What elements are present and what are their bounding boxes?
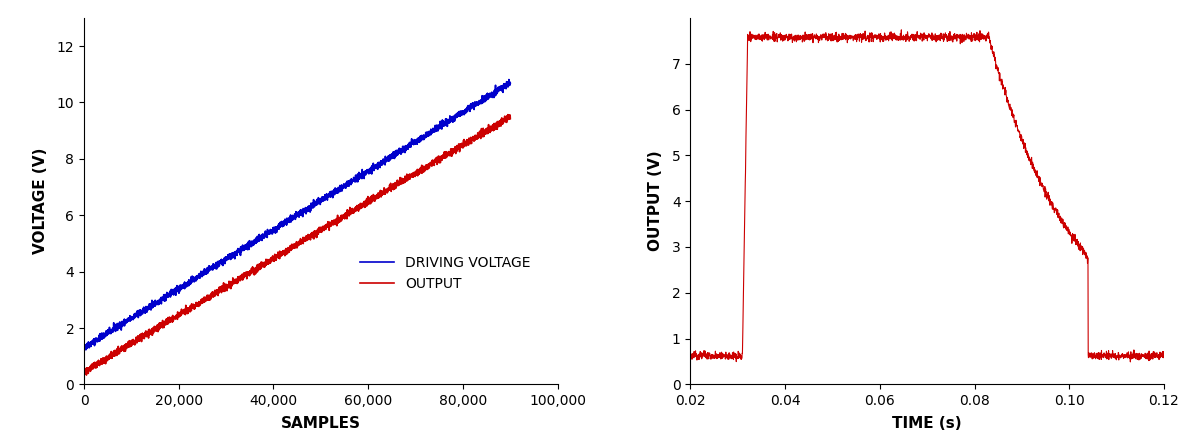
OUTPUT [77, 372, 91, 378]
X-axis label: TIME (s): TIME (s) [893, 417, 962, 431]
DRIVING VOLTAGE [259, 232, 274, 237]
DRIVING VOLTAGE [503, 80, 517, 86]
Y-axis label: OUTPUT (V): OUTPUT (V) [648, 151, 664, 252]
DRIVING VOLTAGE [126, 316, 140, 321]
Line: OUTPUT: OUTPUT [84, 114, 510, 375]
OUTPUT [126, 338, 140, 343]
Y-axis label: VOLTAGE (V): VOLTAGE (V) [34, 148, 48, 254]
OUTPUT [449, 146, 463, 151]
OUTPUT [151, 329, 166, 334]
Legend: DRIVING VOLTAGE, OUTPUT: DRIVING VOLTAGE, OUTPUT [354, 251, 536, 297]
OUTPUT [503, 116, 517, 121]
OUTPUT [240, 269, 254, 274]
DRIVING VOLTAGE [240, 247, 254, 253]
OUTPUT [494, 118, 509, 123]
DRIVING VOLTAGE [449, 113, 463, 118]
DRIVING VOLTAGE [79, 347, 94, 353]
Line: DRIVING VOLTAGE: DRIVING VOLTAGE [84, 80, 510, 350]
OUTPUT [259, 263, 274, 268]
DRIVING VOLTAGE [77, 344, 91, 350]
X-axis label: SAMPLES: SAMPLES [281, 417, 361, 431]
DRIVING VOLTAGE [151, 298, 166, 304]
OUTPUT [79, 372, 94, 378]
OUTPUT [500, 112, 515, 117]
DRIVING VOLTAGE [502, 77, 516, 82]
DRIVING VOLTAGE [494, 86, 509, 91]
